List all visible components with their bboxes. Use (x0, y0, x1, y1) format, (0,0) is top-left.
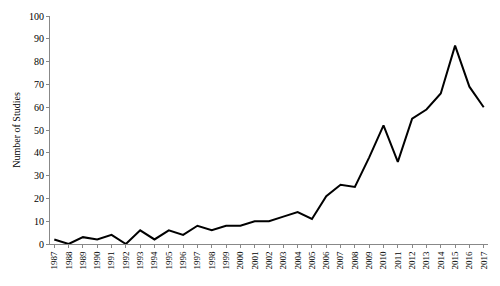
svg-text:2010: 2010 (378, 251, 388, 270)
svg-text:2006: 2006 (321, 251, 331, 270)
svg-text:2014: 2014 (436, 251, 446, 270)
svg-text:1993: 1993 (135, 251, 145, 270)
svg-text:50: 50 (34, 125, 44, 136)
svg-text:1991: 1991 (106, 252, 116, 270)
svg-text:1989: 1989 (78, 251, 88, 270)
svg-text:1988: 1988 (64, 251, 74, 270)
svg-text:1998: 1998 (207, 251, 217, 270)
svg-text:100: 100 (29, 11, 44, 22)
svg-text:2001: 2001 (250, 252, 260, 270)
svg-text:90: 90 (34, 33, 44, 44)
svg-text:10: 10 (34, 216, 44, 227)
svg-text:2008: 2008 (350, 251, 360, 270)
svg-text:2015: 2015 (450, 251, 460, 270)
svg-text:1987: 1987 (49, 251, 59, 270)
svg-text:0: 0 (39, 239, 44, 250)
svg-text:2002: 2002 (264, 252, 274, 270)
svg-text:1999: 1999 (221, 251, 231, 270)
svg-text:1994: 1994 (149, 251, 159, 270)
svg-text:20: 20 (34, 193, 44, 204)
svg-text:70: 70 (34, 79, 44, 90)
svg-text:2011: 2011 (393, 252, 403, 270)
svg-text:1997: 1997 (192, 251, 202, 270)
svg-text:2004: 2004 (293, 251, 303, 270)
svg-text:1990: 1990 (92, 251, 102, 270)
svg-text:1996: 1996 (178, 251, 188, 270)
svg-text:2003: 2003 (278, 251, 288, 270)
svg-text:2000: 2000 (235, 251, 245, 270)
svg-text:60: 60 (34, 102, 44, 113)
svg-text:Number of Studies: Number of Studies (11, 92, 22, 168)
svg-text:40: 40 (34, 147, 44, 158)
svg-text:2017: 2017 (479, 251, 489, 270)
svg-text:2009: 2009 (364, 251, 374, 270)
svg-text:30: 30 (34, 170, 44, 181)
svg-text:2016: 2016 (464, 251, 474, 270)
svg-text:2005: 2005 (307, 251, 317, 270)
svg-text:2012: 2012 (407, 252, 417, 270)
svg-text:1992: 1992 (121, 252, 131, 270)
svg-text:1995: 1995 (164, 251, 174, 270)
svg-text:80: 80 (34, 56, 44, 67)
svg-text:2013: 2013 (421, 251, 431, 270)
svg-text:2007: 2007 (335, 251, 345, 270)
